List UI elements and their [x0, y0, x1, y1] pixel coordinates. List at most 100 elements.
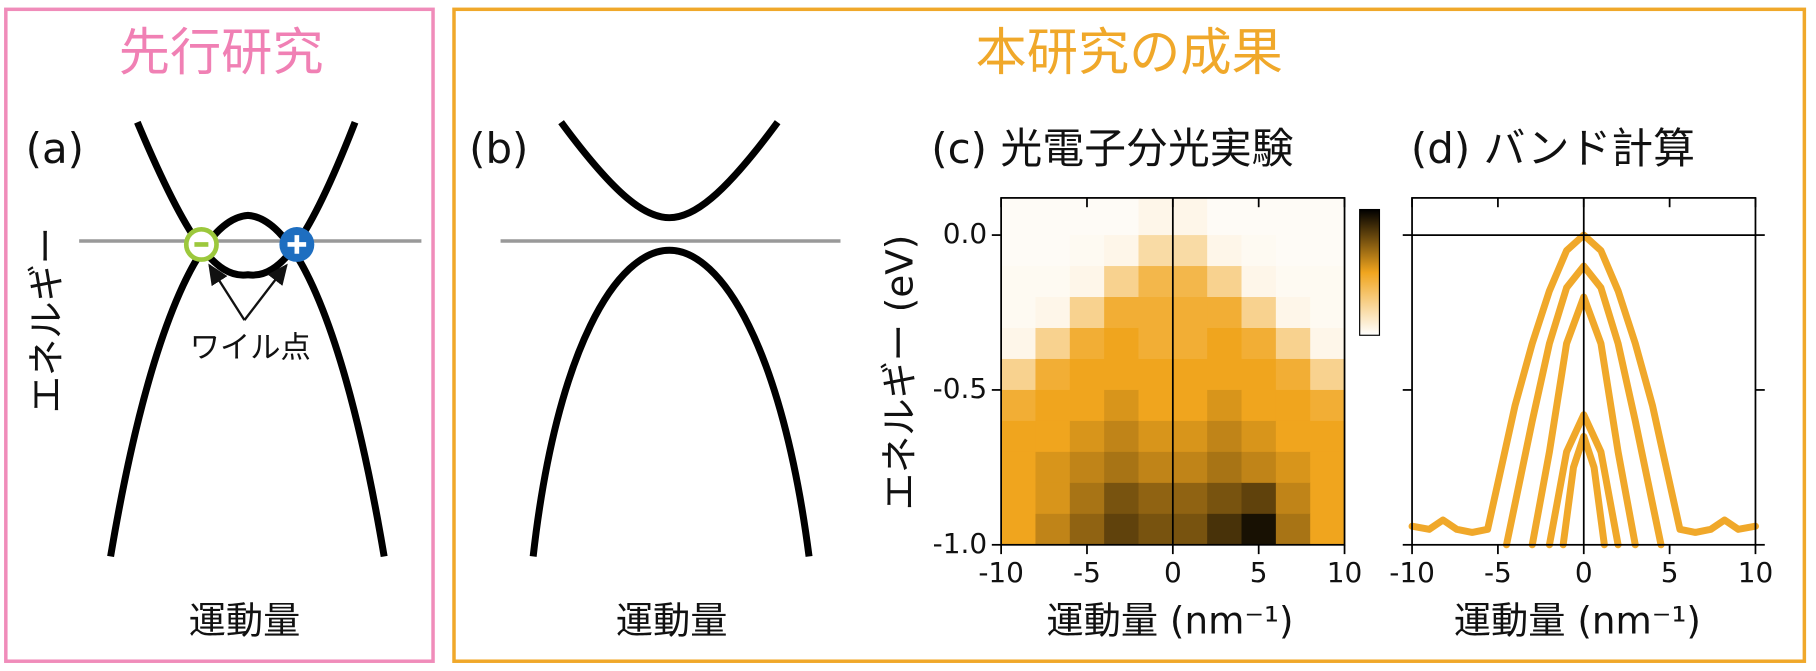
annotation: ワイル点	[190, 331, 311, 366]
heat-cell	[1104, 297, 1140, 329]
heat-cell	[1275, 235, 1311, 267]
heat-cell	[1275, 451, 1311, 484]
heat-cell	[1241, 266, 1277, 298]
heat-cell	[1138, 327, 1174, 360]
y-tick-label: -0.5	[933, 372, 987, 405]
heat-cell	[1207, 297, 1243, 329]
heat-cell	[1104, 451, 1140, 484]
arrow	[208, 263, 246, 321]
heat-cell	[1035, 513, 1071, 546]
heat-cell	[1138, 513, 1174, 546]
band	[134, 120, 359, 279]
heat-cell	[1275, 327, 1311, 360]
heat-cell	[1207, 235, 1243, 267]
heat-cell	[1138, 389, 1174, 422]
heat-cell	[1104, 327, 1140, 360]
heat-cell	[1069, 358, 1105, 391]
heat-cell	[1207, 266, 1243, 298]
heat-cell	[1310, 327, 1346, 360]
x-tick-label: -10	[978, 556, 1024, 589]
heat-cell	[1241, 389, 1277, 422]
heat-cell	[1275, 358, 1311, 391]
heat-cell	[1104, 513, 1140, 546]
heat-cell	[1069, 420, 1105, 453]
panel-label: (b)	[469, 124, 528, 173]
x-tick-label: -5	[1484, 556, 1512, 589]
heat-cell	[1207, 451, 1243, 484]
heat-cell	[1172, 197, 1208, 236]
heat-cell	[1069, 327, 1105, 360]
heat-cell	[1104, 482, 1140, 515]
heat-cell	[1310, 197, 1346, 236]
heat-cell	[1001, 197, 1037, 236]
chart-title: (d) バンド計算	[1411, 124, 1695, 173]
heat-cell	[1172, 235, 1208, 267]
heat-cell	[1241, 358, 1277, 391]
heat-cell	[1310, 513, 1346, 546]
heat-cell	[1138, 297, 1174, 329]
heat-cell	[1069, 451, 1105, 484]
heat-cell	[1035, 451, 1071, 484]
heat-cell	[1104, 266, 1140, 298]
band	[107, 211, 388, 558]
y-axis-label: エネルギー	[24, 227, 68, 413]
heat-cell	[1310, 482, 1346, 515]
x-tick-label: 5	[1250, 556, 1268, 589]
heat-cell	[1310, 389, 1346, 422]
heat-cell	[1241, 420, 1277, 453]
heat-cell	[1069, 389, 1105, 422]
heat-cell	[1035, 297, 1071, 329]
band	[558, 120, 781, 222]
x-tick-label: 0	[1164, 556, 1182, 589]
heat-cell	[1310, 297, 1346, 329]
heat-cell	[1172, 389, 1208, 422]
y-tick-label: -1.0	[933, 527, 987, 560]
heat-cell	[1001, 513, 1037, 546]
previous-box	[4, 7, 435, 663]
heat-cell	[1310, 235, 1346, 267]
heat-cell	[1207, 389, 1243, 422]
band	[529, 246, 813, 557]
heat-cell	[1172, 482, 1208, 515]
x-axis-label: 運動量	[189, 598, 301, 642]
heat-cell	[1104, 235, 1140, 267]
heat-cell	[1275, 420, 1311, 453]
heat-cell	[1172, 297, 1208, 329]
heat-cell	[1241, 451, 1277, 484]
heat-cell	[1035, 358, 1071, 391]
panel-label: (a)	[26, 124, 84, 173]
heat-cell	[1138, 420, 1174, 453]
heat-cell	[1069, 235, 1105, 267]
heat-cell	[1241, 235, 1277, 267]
x-tick-label: -10	[1389, 556, 1435, 589]
x-tick-label: 10	[1327, 556, 1363, 589]
heat-cell	[1035, 266, 1071, 298]
heat-cell	[1138, 451, 1174, 484]
heat-cell	[1172, 266, 1208, 298]
heat-cell	[1275, 513, 1311, 546]
heat-cell	[1104, 420, 1140, 453]
heat-cell	[1001, 389, 1037, 422]
chart-title: (c) 光電子分光実験	[931, 124, 1293, 173]
previous-title: 先行研究	[119, 23, 324, 83]
heat-cell	[1035, 235, 1071, 267]
heat-cell	[1172, 327, 1208, 360]
heat-cell	[1001, 235, 1037, 267]
heat-cell	[1275, 482, 1311, 515]
heat-cell	[1001, 358, 1037, 391]
x-tick-label: 10	[1738, 556, 1774, 589]
colorbar	[1359, 208, 1381, 336]
x-axis-label: 運動量	[616, 598, 728, 642]
heat-cell	[1069, 513, 1105, 546]
heat-cell	[1138, 235, 1174, 267]
heat-cell	[1207, 197, 1243, 236]
x-axis-label: 運動量 (nm⁻¹)	[1046, 598, 1293, 642]
heat-cell	[1172, 420, 1208, 453]
heat-cell	[1275, 389, 1311, 422]
heat-cell	[1001, 451, 1037, 484]
heat-cell	[1310, 266, 1346, 298]
heat-cell	[1035, 327, 1071, 360]
heat-cell	[1069, 266, 1105, 298]
